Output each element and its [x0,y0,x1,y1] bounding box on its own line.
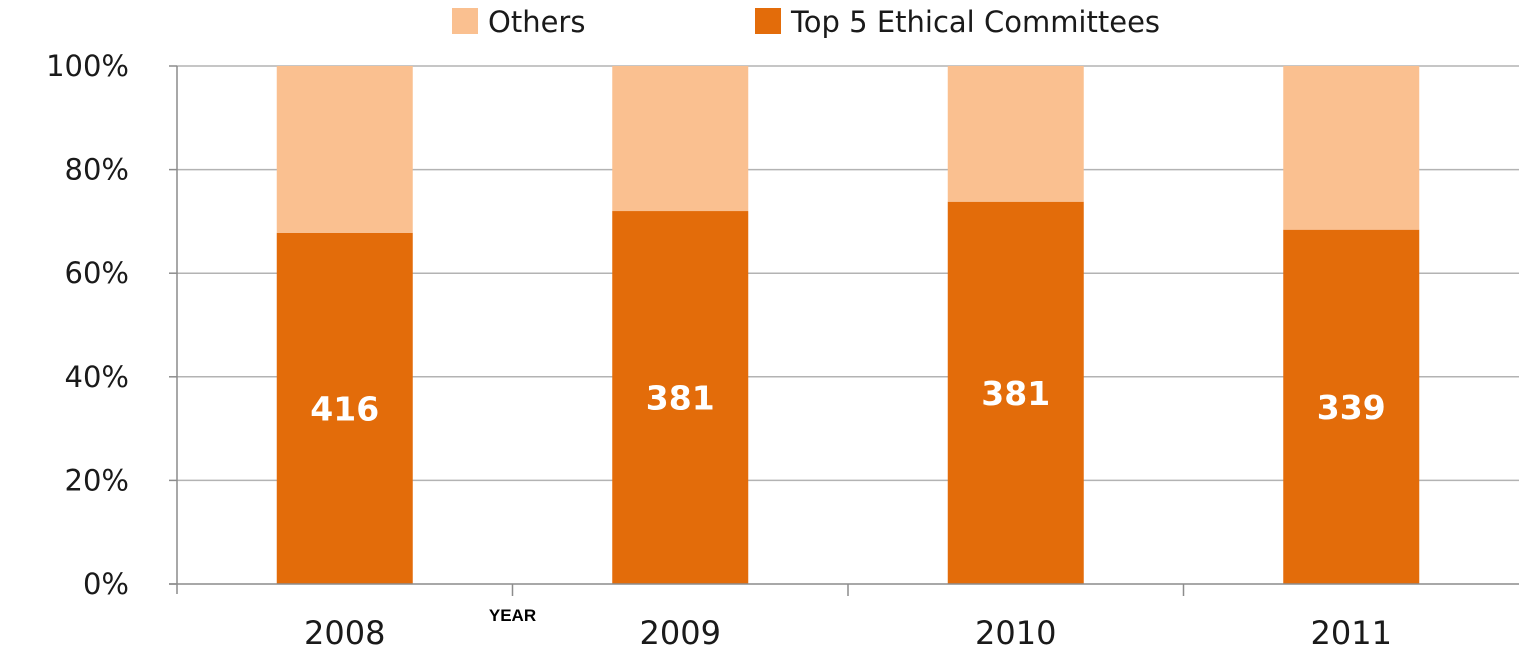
bar-top5-2010 [947,201,1084,584]
x-tick-label-2009: 2009 [640,614,721,649]
bar-top5-2008 [276,232,413,584]
legend-swatch [755,8,781,34]
data-label-2010: 381 [981,374,1050,413]
bar-others-2010 [947,66,1084,202]
x-tick-label-2008: 2008 [304,614,385,649]
chart-legend: Others Top 5 Ethical Committees [452,5,1160,39]
y-tick-label: 60% [65,256,129,290]
bar-others-2011 [1283,66,1420,230]
x-tick-label-2011: 2011 [1311,614,1392,649]
data-label-2011: 339 [1317,388,1386,427]
y-axis-tick-labels: 0% 20% 40% 60% 80% 100% [46,49,129,601]
data-labels: 416 381 381 339 [310,374,1385,429]
x-axis-label: YEAR [489,606,536,625]
bar-segments [276,66,1420,585]
y-tick-label: 40% [65,360,129,394]
y-tick-label: 80% [65,153,129,187]
legend-label: Others [488,5,585,39]
y-tick-label: 0% [83,567,129,601]
bar-top5-2011 [1283,229,1420,585]
data-label-2008: 416 [310,389,379,428]
y-tick-label: 100% [46,49,129,83]
y-tick-label: 20% [65,463,129,497]
bar-top5-2009 [612,211,749,585]
legend-label: Top 5 Ethical Committees [790,5,1160,39]
legend-item-others: Others [452,5,585,39]
x-axis-tick-labels: 2008 2009 2010 2011 [304,614,1392,649]
chart-axes [169,65,1519,596]
x-tick-label-2010: 2010 [975,614,1056,649]
bar-others-2009 [612,66,749,212]
data-label-2009: 381 [646,379,715,418]
legend-item-top5: Top 5 Ethical Committees [755,5,1160,39]
bar-others-2008 [276,66,413,233]
legend-swatch [452,8,478,34]
